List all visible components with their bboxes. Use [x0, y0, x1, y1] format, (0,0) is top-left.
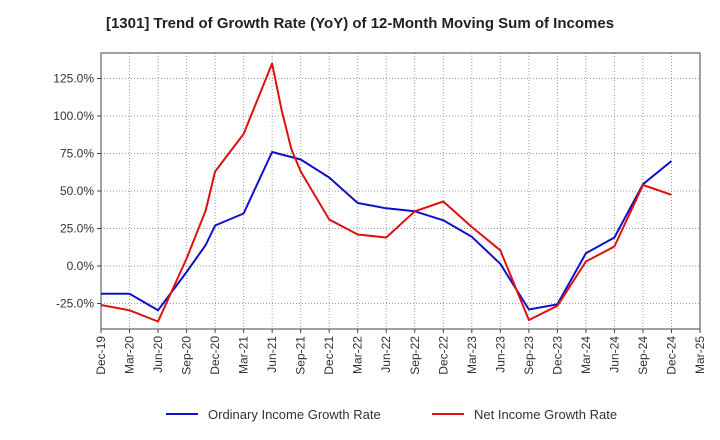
y-tick-label: 125.0%: [53, 72, 94, 86]
x-tick-label: Jun-20: [151, 336, 165, 373]
x-tick-label: Sep-22: [408, 336, 422, 375]
x-tick-label: Mar-22: [351, 336, 365, 374]
y-tick-label: 50.0%: [60, 184, 94, 198]
x-tick-label: Sep-23: [522, 336, 536, 375]
x-tick-label: Jun-21: [265, 336, 279, 373]
series-line-2: [100, 62, 672, 323]
x-tick-label: Mar-25: [693, 336, 707, 374]
x-tick-label: Dec-22: [436, 336, 450, 375]
y-tick-label: 75.0%: [60, 147, 94, 161]
x-tick-label: Jun-24: [607, 336, 621, 373]
x-axis-ticks: Dec-19 Mar-20 Jun-20 Sep-20 Dec-20 Mar-21 Jun-…: [94, 329, 707, 375]
x-tick-label: Jun-22: [379, 336, 393, 373]
series-lines: [100, 62, 673, 323]
x-tick-label: Dec-23: [550, 336, 564, 375]
grid-lines: [101, 53, 700, 329]
x-tick-label: Dec-24: [664, 336, 678, 375]
legend-label-1: Ordinary Income Growth Rate: [208, 407, 381, 422]
plot-area-frame: [100, 52, 701, 330]
x-tick-label: Sep-20: [180, 336, 194, 375]
y-tick-label: 0.0%: [67, 259, 95, 273]
chart-title: [1301] Trend of Growth Rate (YoY) of 12-…: [105, 15, 615, 32]
x-tick-label: Mar-24: [579, 336, 593, 374]
x-tick-label: Mar-21: [237, 336, 251, 374]
y-tick-label: -25.0%: [56, 297, 94, 311]
y-tick-label: 25.0%: [60, 222, 94, 236]
series-line-1: [101, 151, 673, 312]
y-tick-label: 100.0%: [53, 109, 94, 123]
y-axis-ticks: -25.0% 0.0% 25.0% 50.0% 75.0% 100.0% 125.0%: [53, 72, 101, 311]
x-tick-label: Mar-23: [465, 336, 479, 374]
x-tick-label: Mar-20: [123, 336, 137, 374]
x-tick-label: Dec-20: [208, 336, 222, 375]
x-tick-label: Sep-24: [636, 336, 650, 375]
x-tick-label: Dec-19: [94, 336, 108, 375]
x-tick-label: Sep-21: [294, 336, 308, 375]
x-tick-label: Dec-21: [322, 336, 336, 375]
legend-label-2: Net Income Growth Rate: [474, 407, 617, 422]
x-tick-label: Jun-23: [493, 336, 507, 373]
legend: Ordinary Income Growth Rate Net Income Gr…: [166, 407, 617, 422]
